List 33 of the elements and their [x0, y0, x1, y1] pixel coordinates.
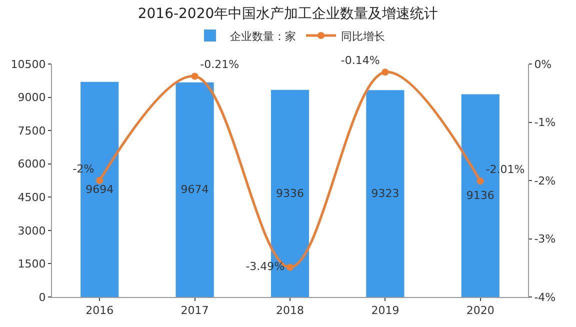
chart-title: 2016-2020年中国水产加工企业数量及增速统计 [138, 6, 438, 22]
y-tick-label: 9000 [18, 91, 46, 104]
y2-tick-label: -4% [534, 290, 556, 304]
legend-label: 同比增长 [341, 30, 385, 43]
y-tick-label: 3000 [18, 224, 46, 238]
point [286, 264, 294, 271]
data-label: 9674 [180, 183, 209, 196]
data-label: -0.14% [340, 54, 380, 68]
point [476, 178, 484, 185]
legend-label: 企业数量：家 [230, 30, 296, 43]
x-tick-label: 2016 [86, 304, 114, 318]
x-tick-label: 2019 [371, 304, 400, 318]
data-label: 9694 [86, 182, 114, 196]
y-tick-label: 4500 [18, 190, 46, 204]
y2-tick-label: -1% [534, 116, 556, 130]
y-tick-label: 10500 [10, 58, 46, 71]
y-tick-label: 0 [38, 290, 46, 304]
x-tick-label: 2020 [466, 304, 494, 318]
data-label: 9336 [276, 186, 304, 200]
y-tick-label: 1500 [18, 258, 46, 271]
point [382, 68, 389, 76]
data-label: 9136 [466, 189, 494, 202]
point [191, 72, 198, 80]
y-tick-label: 7500 [18, 124, 46, 138]
y-tick-label: 6000 [18, 158, 46, 171]
y2-tick-label: 0% [534, 58, 552, 71]
data-label: -0.21% [200, 58, 240, 72]
y2-tick-label: -2% [534, 174, 556, 188]
point [96, 177, 104, 184]
x-tick-label: 2017 [180, 304, 209, 318]
y2-tick-label: -3% [534, 232, 556, 246]
x-tick-label: 2018 [276, 304, 304, 318]
data-label: 9323 [371, 187, 400, 200]
